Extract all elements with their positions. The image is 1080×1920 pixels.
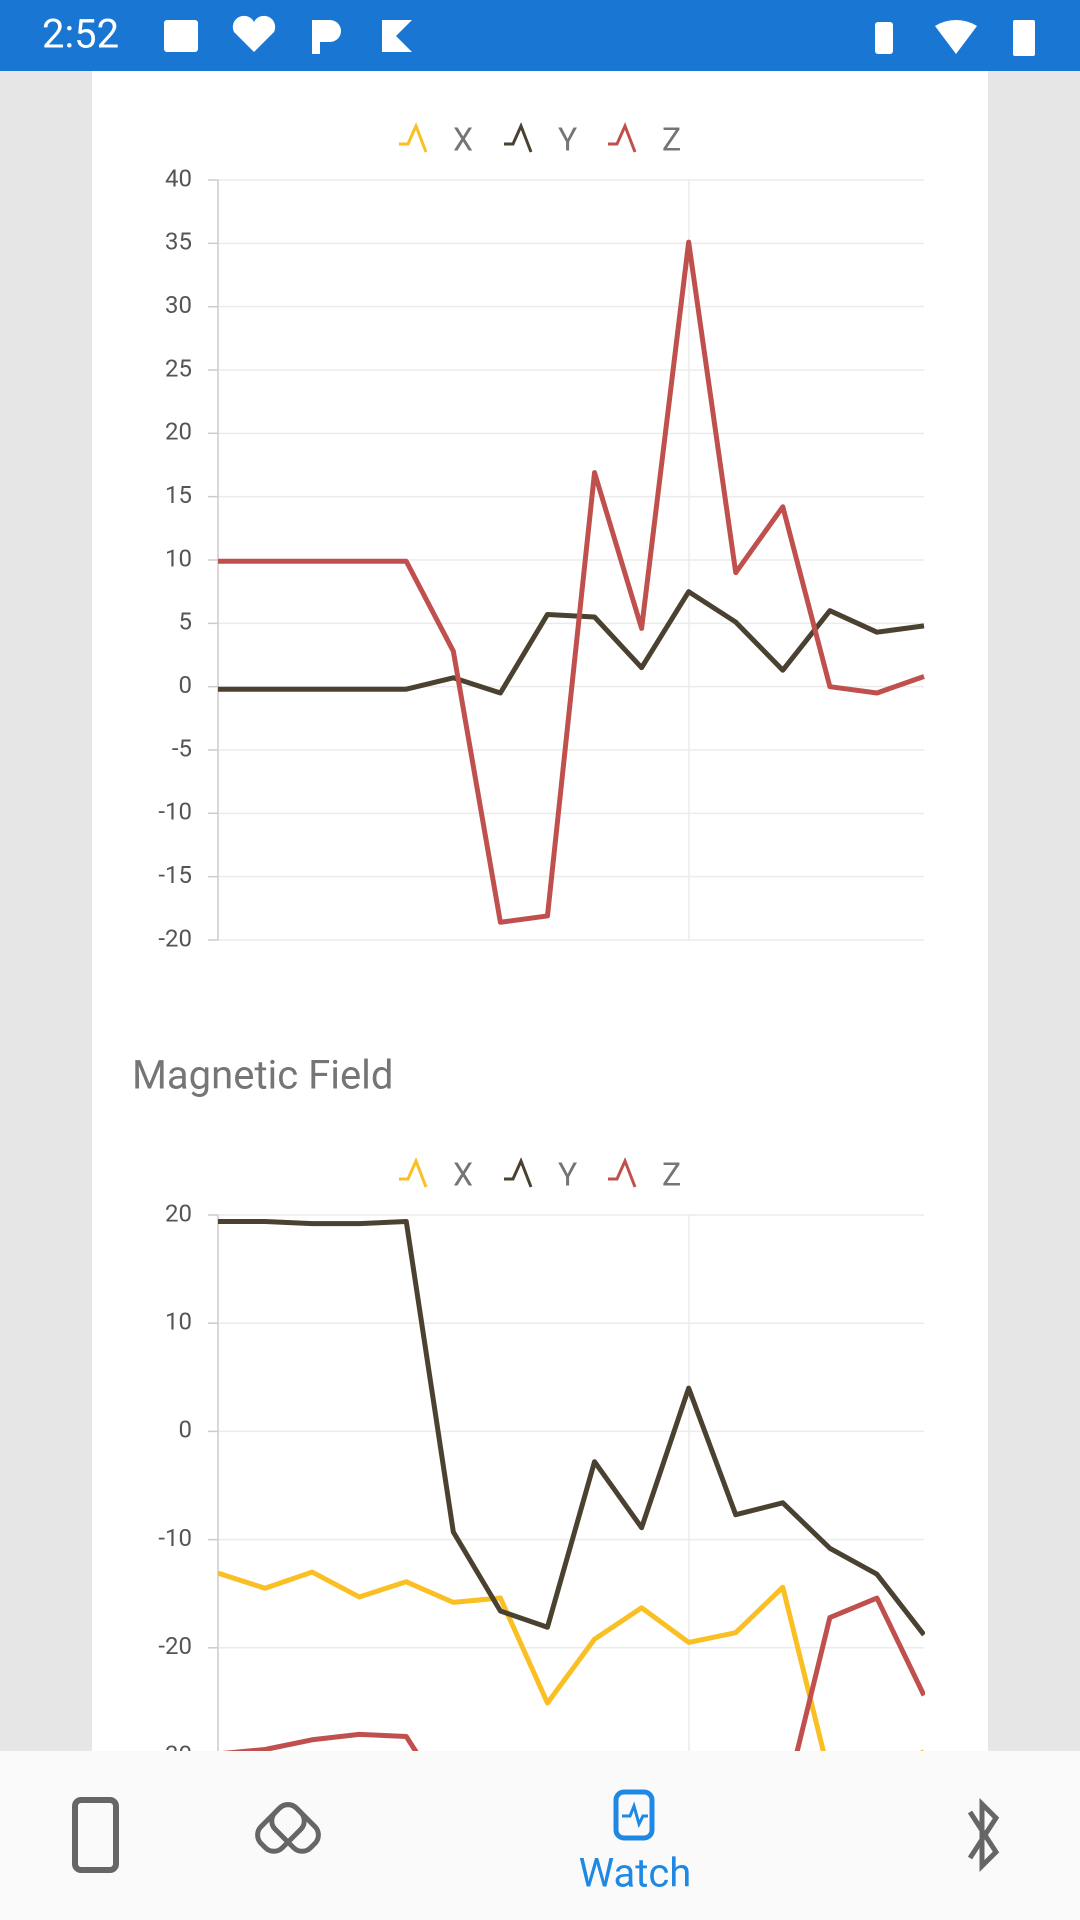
watch-pulse	[622, 1801, 648, 1829]
status-icons	[164, 15, 1035, 56]
y-tick-label: -20	[158, 924, 192, 952]
wifi-icon	[935, 20, 977, 55]
y-tick-label: 25	[165, 354, 192, 382]
y-tick-label: 5	[179, 608, 193, 636]
legend-label: Y	[558, 1155, 577, 1193]
y-tick-label: 10	[165, 544, 192, 572]
legend-icon	[399, 122, 428, 153]
chart-title: Magnetic Field	[132, 1052, 393, 1099]
legend-label: Z	[662, 1155, 681, 1193]
y-tick-label: -20	[158, 1632, 192, 1660]
series-line	[218, 239, 925, 925]
watch-icon	[613, 1789, 655, 1841]
y-tick-label: 35	[165, 228, 192, 256]
y-tick-label: -10	[158, 798, 192, 826]
nav-watch[interactable]: Watch	[579, 1789, 692, 1897]
status-time: 2:52	[42, 11, 119, 58]
legend-label: X	[453, 120, 473, 158]
legend-label: Y	[558, 120, 577, 158]
y-tick-label: 30	[165, 291, 192, 319]
legend-icon	[504, 1157, 533, 1188]
vibrate-icon	[875, 22, 893, 54]
plot	[218, 239, 925, 925]
status-bar	[0, 0, 1080, 71]
y-tick-label: 10	[165, 1308, 192, 1336]
bandage-icon	[269, 1802, 321, 1854]
series-line	[218, 589, 925, 696]
y-tick-label: -15	[158, 861, 192, 889]
legend-icon	[608, 1157, 637, 1188]
p-icon	[312, 20, 341, 54]
nav-sensor[interactable]	[253, 1800, 324, 1857]
chart: -20 -15 -10 -5 0 5 10 15 20 25 30 35 40 X Y Z	[158, 120, 925, 952]
bluetooth-icon	[967, 1797, 1000, 1873]
nav-label: Watch	[579, 1850, 692, 1897]
nav-phone[interactable]	[72, 1797, 119, 1873]
y-tick-label: 20	[165, 1199, 192, 1227]
y-tick-label: -10	[158, 1524, 192, 1552]
series-line	[218, 1218, 925, 1637]
y-tick-label: -5	[172, 734, 192, 762]
y-tick-label: 40	[165, 164, 192, 192]
card	[92, 71, 988, 1920]
nav-bluetooth[interactable]	[967, 1797, 1000, 1873]
plot	[218, 1218, 925, 1765]
phone-icon	[72, 1797, 119, 1873]
series-line	[218, 1569, 925, 1765]
legend-icon	[399, 1157, 428, 1188]
charts: -20-15-10-50510152025303540XYZ-30-20-100…	[158, 120, 925, 1768]
gallery-icon	[164, 20, 198, 52]
task-icon	[382, 20, 412, 52]
y-tick-label: 20	[165, 418, 192, 446]
legend-icon	[504, 122, 533, 153]
heart-icon	[232, 15, 276, 52]
series-line	[218, 1595, 925, 1765]
legend-icon	[608, 122, 637, 153]
y-tick-label: 0	[179, 671, 193, 699]
battery-icon	[1013, 20, 1035, 56]
legend-label: X	[453, 1155, 473, 1193]
legend-label: Z	[662, 120, 681, 158]
y-tick-label: 15	[165, 481, 192, 509]
bottom-nav	[0, 1751, 1080, 1920]
y-tick-label: 0	[179, 1416, 193, 1444]
